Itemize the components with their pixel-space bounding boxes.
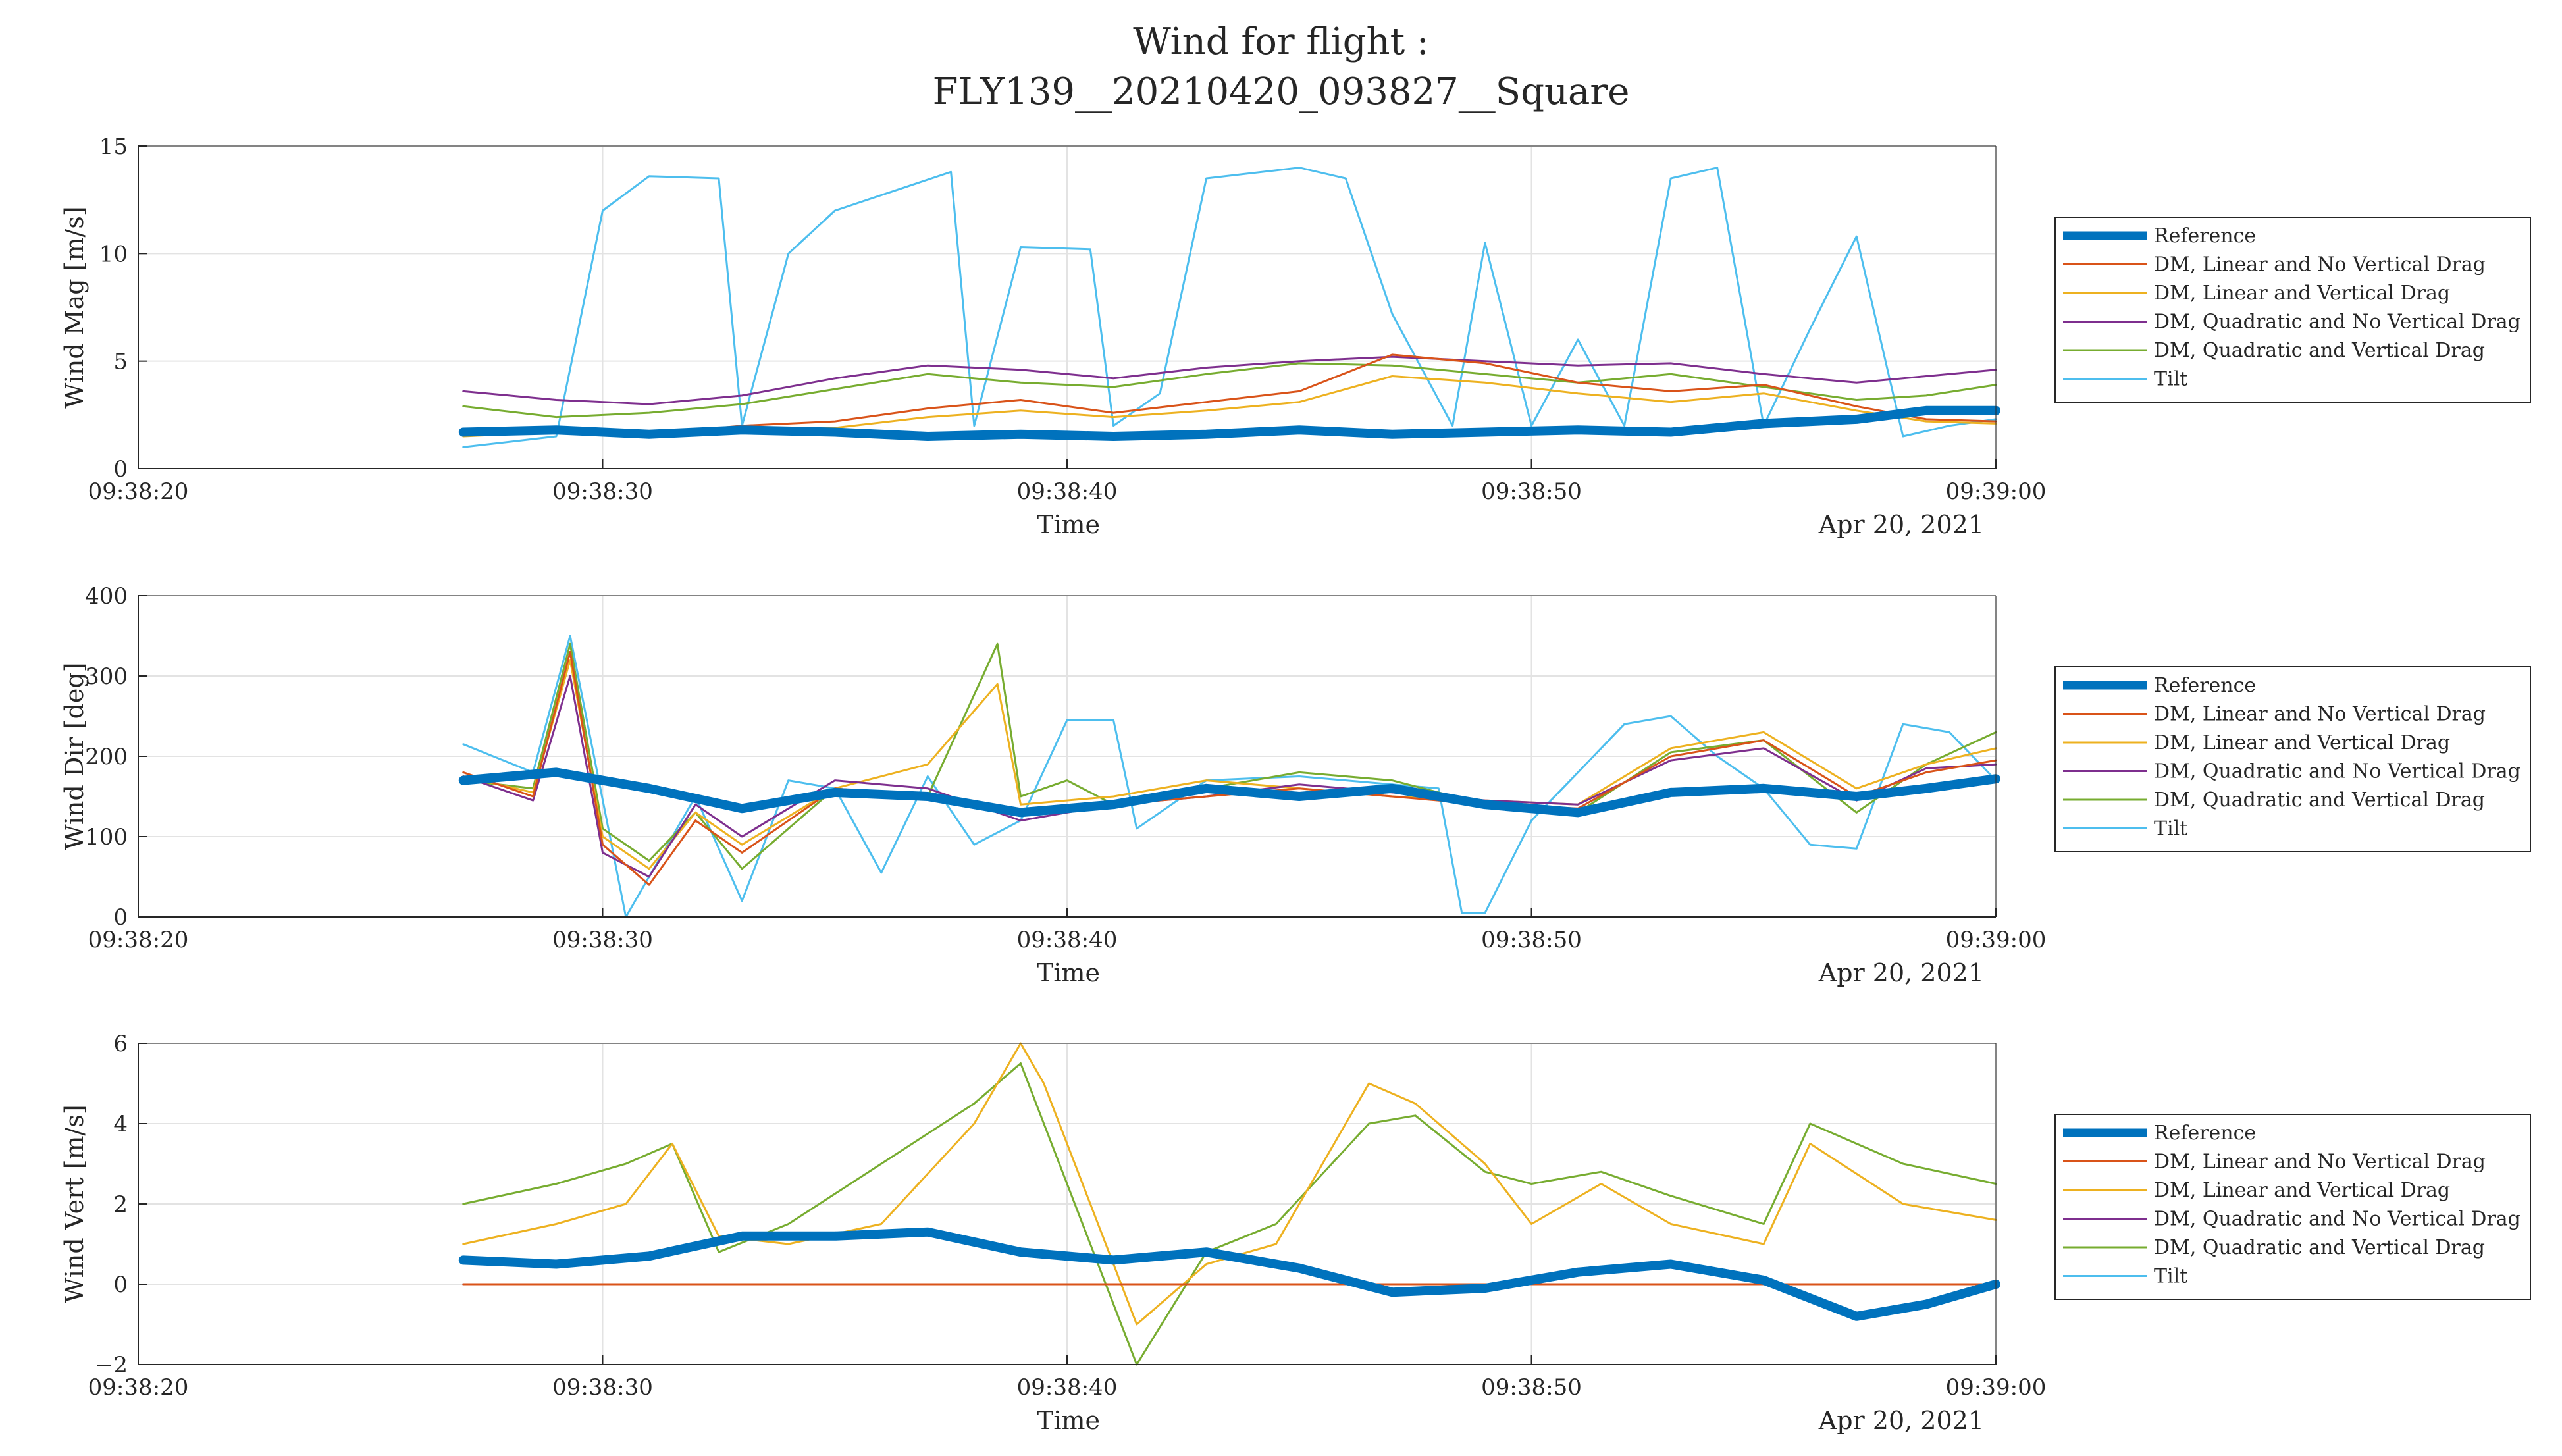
y-tick-label: 4 (113, 1111, 128, 1137)
x-tick-label: 09:38:20 (88, 927, 189, 953)
legend-label-tilt: Tilt (2154, 1265, 2187, 1288)
y-tick-label: 100 (85, 824, 128, 850)
x-tick-label: 09:38:50 (1481, 1374, 1582, 1401)
x-tick-label: 09:39:00 (1946, 927, 2047, 953)
legend-label-dm-linear-and-no-vertical-drag: DM, Linear and No Vertical Drag (2154, 1151, 2486, 1174)
x-tick-label: 09:39:00 (1946, 1374, 2047, 1401)
x-tick-label: 09:38:40 (1017, 479, 1118, 505)
y-tick-label: 300 (85, 663, 128, 690)
legend-label-dm-linear-and-vertical-drag: DM, Linear and Vertical Drag (2154, 282, 2450, 305)
legend-label-dm-linear-and-vertical-drag: DM, Linear and Vertical Drag (2154, 731, 2450, 754)
x-tick-label: 09:39:00 (1946, 479, 2047, 505)
x-axis-label: Time (1037, 510, 1100, 539)
x-tick-label: 09:38:30 (552, 1374, 653, 1401)
x-tick-label: 09:38:50 (1481, 479, 1582, 505)
x-tick-label: 09:38:40 (1017, 1374, 1118, 1401)
legend-label-dm-quadratic-and-vertical-drag: DM, Quadratic and Vertical Drag (2154, 1236, 2485, 1259)
series-lines (458, 1042, 2000, 1366)
legend-label-tilt: Tilt (2154, 368, 2187, 391)
chart-title-line-2: FLY139__20210420_093827__Square (933, 70, 1630, 113)
y-tick-label: 15 (99, 134, 128, 160)
y-tick-label: 0 (113, 904, 128, 931)
series-line-dm-quadratic-and-no-vertical-drag (462, 355, 1997, 405)
y-axis-label: Wind Mag [m/s] (60, 206, 89, 408)
legend-label-dm-quadratic-and-vertical-drag: DM, Quadratic and Vertical Drag (2154, 339, 2485, 362)
x-axis-label: Time (1037, 1406, 1100, 1435)
y-tick-label: 2 (113, 1191, 128, 1218)
x-tick-label: 09:38:20 (88, 1374, 189, 1401)
date-label: Apr 20, 2021 (1818, 958, 1984, 987)
panel-3: 09:38:20 09:38:30 09:38:40 09:38:50 09:39:00… (60, 1031, 2531, 1435)
series-lines (458, 635, 2000, 918)
date-label: Apr 20, 2021 (1818, 510, 1984, 539)
date-label: Apr 20, 2021 (1818, 1406, 1984, 1435)
y-tick-label: 200 (85, 744, 128, 770)
legend-label-tilt: Tilt (2154, 818, 2187, 841)
series-line-tilt (462, 635, 1997, 918)
series-line-dm-quadratic-and-vertical-drag (462, 1062, 1997, 1366)
x-tick-label: 09:38:40 (1017, 927, 1118, 953)
series-lines (458, 167, 2000, 448)
legend-box (2054, 1114, 2531, 1300)
legend-label-dm-quadratic-and-no-vertical-drag: DM, Quadratic and No Vertical Drag (2154, 311, 2521, 334)
y-axis-label: Wind Dir [deg] (60, 662, 89, 850)
y-tick-label: 0 (113, 456, 128, 482)
series-line-dm-linear-and-vertical-drag (462, 659, 1997, 870)
legend-label-dm-quadratic-and-vertical-drag: DM, Quadratic and Vertical Drag (2154, 789, 2485, 812)
panel-1: 09:38:20 09:38:30 09:38:40 09:38:50 09:39:00… (60, 134, 2531, 539)
legend-label-dm-linear-and-vertical-drag: DM, Linear and Vertical Drag (2154, 1179, 2450, 1202)
legend-label-reference: Reference (2154, 224, 2256, 247)
legend: Reference DM, Linear and No Vertical Drag… (2054, 217, 2531, 403)
series-line-reference (458, 1227, 2000, 1321)
y-tick-label: 6 (113, 1031, 128, 1057)
legend-label-dm-linear-and-no-vertical-drag: DM, Linear and No Vertical Drag (2154, 253, 2486, 276)
series-line-reference (458, 767, 2000, 818)
y-tick-label: 400 (85, 583, 128, 610)
y-axis-label: Wind Vert [m/s] (60, 1105, 89, 1303)
series-line-dm-quadratic-and-vertical-drag (462, 642, 1997, 870)
x-axis-label: Time (1037, 958, 1100, 987)
chart-title-line-1: Wind for flight : (1133, 20, 1429, 63)
legend: Reference DM, Linear and No Vertical Drag… (2054, 666, 2531, 852)
y-tick-label: 5 (113, 349, 128, 375)
legend-label-dm-quadratic-and-no-vertical-drag: DM, Quadratic and No Vertical Drag (2154, 1208, 2521, 1231)
x-tick-label: 09:38:30 (552, 927, 653, 953)
y-tick-label: 10 (99, 241, 128, 267)
y-tick-label: 0 (113, 1272, 128, 1298)
legend-label-reference: Reference (2154, 674, 2256, 697)
legend-label-dm-quadratic-and-no-vertical-drag: DM, Quadratic and No Vertical Drag (2154, 760, 2521, 783)
panels: 09:38:20 09:38:30 09:38:40 09:38:50 09:39:00… (60, 134, 2531, 1435)
legend-label-reference: Reference (2154, 1122, 2256, 1145)
legend-box (2054, 666, 2531, 852)
x-tick-label: 09:38:20 (88, 479, 189, 505)
legend-label-dm-linear-and-no-vertical-drag: DM, Linear and No Vertical Drag (2154, 703, 2486, 726)
x-tick-label: 09:38:50 (1481, 927, 1582, 953)
series-line-reference (458, 405, 2000, 441)
x-tick-label: 09:38:30 (552, 479, 653, 505)
legend: Reference DM, Linear and No Vertical Drag… (2054, 1114, 2531, 1300)
legend-box (2054, 217, 2531, 403)
y-tick-label: −2 (95, 1352, 128, 1378)
series-line-dm-linear-and-vertical-drag (462, 1042, 1997, 1326)
panel-2: 09:38:20 09:38:30 09:38:40 09:38:50 09:39:00… (60, 583, 2531, 987)
